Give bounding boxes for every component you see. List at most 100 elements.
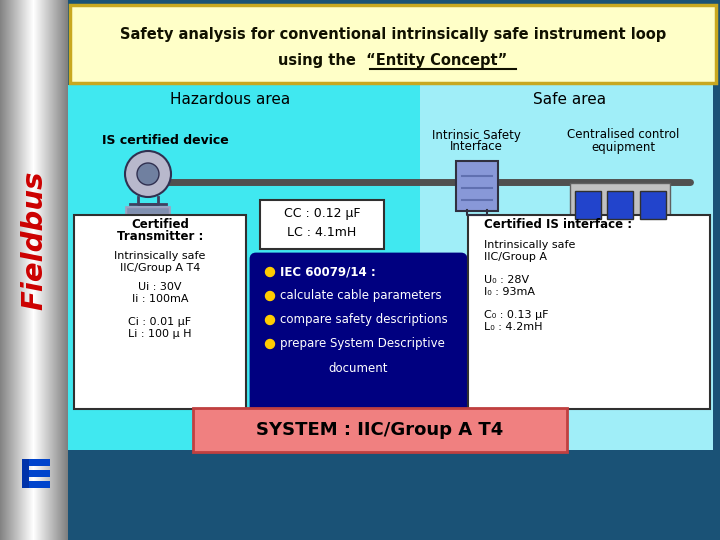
FancyBboxPatch shape — [16, 0, 17, 540]
FancyBboxPatch shape — [44, 0, 45, 540]
FancyBboxPatch shape — [22, 481, 50, 488]
FancyBboxPatch shape — [70, 5, 716, 83]
FancyBboxPatch shape — [14, 0, 15, 540]
FancyBboxPatch shape — [54, 0, 55, 540]
FancyBboxPatch shape — [29, 0, 30, 540]
FancyBboxPatch shape — [0, 0, 1, 540]
FancyBboxPatch shape — [59, 0, 60, 540]
FancyBboxPatch shape — [468, 215, 710, 409]
Text: calculate cable parameters: calculate cable parameters — [280, 289, 441, 302]
FancyBboxPatch shape — [17, 0, 18, 540]
Text: L₀ : 4.2mH: L₀ : 4.2mH — [484, 322, 542, 332]
Text: Intrinsically safe: Intrinsically safe — [484, 240, 575, 250]
FancyBboxPatch shape — [15, 0, 16, 540]
Text: Centralised control: Centralised control — [567, 129, 679, 141]
FancyBboxPatch shape — [67, 0, 68, 540]
FancyBboxPatch shape — [7, 0, 8, 540]
FancyBboxPatch shape — [260, 200, 384, 249]
Text: Intrinsic Safety: Intrinsic Safety — [431, 129, 521, 141]
Text: Fieldbus: Fieldbus — [20, 170, 48, 310]
FancyBboxPatch shape — [34, 0, 35, 540]
FancyBboxPatch shape — [51, 0, 52, 540]
Text: LC : 4.1mH: LC : 4.1mH — [287, 226, 356, 239]
Text: U₀ : 28V: U₀ : 28V — [484, 275, 529, 285]
FancyBboxPatch shape — [4, 0, 5, 540]
FancyBboxPatch shape — [2, 0, 3, 540]
FancyBboxPatch shape — [37, 0, 38, 540]
Text: IIC/Group A T4: IIC/Group A T4 — [120, 263, 200, 273]
FancyBboxPatch shape — [43, 0, 44, 540]
Text: Safety analysis for conventional intrinsically safe instrument loop: Safety analysis for conventional intrins… — [120, 26, 666, 42]
FancyBboxPatch shape — [47, 0, 48, 540]
Text: Hazardous area: Hazardous area — [170, 92, 290, 107]
FancyBboxPatch shape — [36, 0, 37, 540]
FancyBboxPatch shape — [53, 0, 54, 540]
FancyBboxPatch shape — [49, 0, 50, 540]
FancyBboxPatch shape — [570, 183, 670, 225]
FancyBboxPatch shape — [28, 0, 29, 540]
FancyBboxPatch shape — [22, 470, 50, 477]
FancyBboxPatch shape — [64, 0, 65, 540]
Text: compare safety descriptions: compare safety descriptions — [280, 314, 448, 327]
Text: document: document — [328, 361, 388, 375]
FancyBboxPatch shape — [39, 0, 40, 540]
FancyBboxPatch shape — [62, 0, 63, 540]
Text: Ui : 30V: Ui : 30V — [138, 282, 181, 292]
FancyBboxPatch shape — [193, 408, 567, 452]
Circle shape — [266, 267, 274, 276]
FancyBboxPatch shape — [12, 0, 13, 540]
FancyBboxPatch shape — [21, 0, 22, 540]
FancyBboxPatch shape — [13, 0, 14, 540]
Text: Ci : 0.01 μF: Ci : 0.01 μF — [128, 317, 192, 327]
Circle shape — [125, 151, 171, 197]
FancyBboxPatch shape — [35, 0, 36, 540]
FancyBboxPatch shape — [18, 0, 19, 540]
FancyBboxPatch shape — [57, 0, 58, 540]
FancyBboxPatch shape — [10, 0, 11, 540]
FancyBboxPatch shape — [8, 0, 9, 540]
FancyBboxPatch shape — [42, 0, 43, 540]
FancyBboxPatch shape — [456, 161, 498, 211]
FancyBboxPatch shape — [45, 0, 46, 540]
Text: Intrinsically safe: Intrinsically safe — [114, 251, 206, 261]
Text: SYSTEM : IIC/Group A T4: SYSTEM : IIC/Group A T4 — [256, 421, 503, 439]
FancyBboxPatch shape — [640, 191, 666, 219]
FancyBboxPatch shape — [420, 85, 713, 450]
Text: Certified: Certified — [131, 218, 189, 231]
FancyBboxPatch shape — [32, 0, 33, 540]
FancyBboxPatch shape — [607, 191, 633, 219]
FancyBboxPatch shape — [26, 0, 27, 540]
Text: Ii : 100mA: Ii : 100mA — [132, 294, 188, 304]
Text: IS certified device: IS certified device — [102, 133, 228, 146]
FancyBboxPatch shape — [46, 0, 47, 540]
FancyBboxPatch shape — [575, 191, 601, 219]
FancyBboxPatch shape — [50, 0, 51, 540]
FancyBboxPatch shape — [74, 215, 246, 409]
FancyBboxPatch shape — [23, 0, 24, 540]
Text: IIC/Group A: IIC/Group A — [484, 252, 547, 262]
Text: Interface: Interface — [449, 140, 503, 153]
Circle shape — [266, 292, 274, 300]
FancyBboxPatch shape — [41, 0, 42, 540]
FancyBboxPatch shape — [66, 0, 67, 540]
FancyBboxPatch shape — [19, 0, 20, 540]
Text: Transmitter :: Transmitter : — [117, 231, 203, 244]
FancyBboxPatch shape — [27, 0, 28, 540]
Text: Li : 100 μ H: Li : 100 μ H — [128, 329, 192, 339]
Text: prepare System Descriptive: prepare System Descriptive — [280, 338, 445, 350]
Text: I₀ : 93mA: I₀ : 93mA — [484, 287, 535, 297]
Circle shape — [137, 163, 159, 185]
FancyBboxPatch shape — [5, 0, 6, 540]
Circle shape — [266, 340, 274, 348]
FancyBboxPatch shape — [52, 0, 53, 540]
FancyBboxPatch shape — [25, 0, 26, 540]
FancyBboxPatch shape — [56, 0, 57, 540]
FancyBboxPatch shape — [68, 85, 713, 450]
FancyBboxPatch shape — [65, 0, 66, 540]
FancyBboxPatch shape — [1, 0, 2, 540]
FancyBboxPatch shape — [251, 254, 466, 412]
FancyBboxPatch shape — [6, 0, 7, 540]
Text: C₀ : 0.13 μF: C₀ : 0.13 μF — [484, 310, 549, 320]
FancyBboxPatch shape — [3, 0, 4, 540]
Text: using the  “Entity Concept”: using the “Entity Concept” — [279, 53, 508, 69]
